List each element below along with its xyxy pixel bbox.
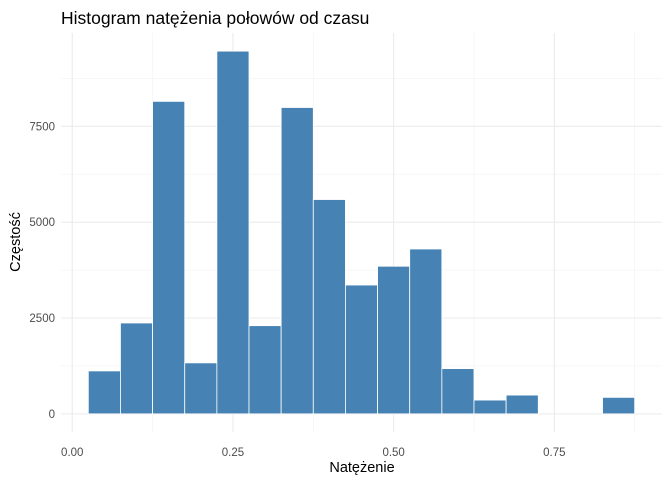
y-axis-tick-labels: 0 2500 5000 7500 bbox=[29, 121, 55, 421]
histogram-bar bbox=[87, 370, 121, 415]
x-tick-label: 0.50 bbox=[382, 447, 404, 459]
histogram-bar bbox=[216, 50, 250, 415]
x-tick-label: 0.00 bbox=[61, 447, 83, 459]
x-tick-label: 0.25 bbox=[222, 447, 244, 459]
y-tick-label: 5000 bbox=[29, 217, 55, 229]
histogram-bar bbox=[441, 368, 475, 415]
histogram-bar bbox=[473, 399, 507, 415]
x-tick-label: 0.75 bbox=[543, 447, 565, 459]
histogram-bar bbox=[248, 325, 282, 415]
histogram-bar bbox=[377, 265, 411, 415]
x-axis-title: Natężenie bbox=[329, 460, 394, 476]
histogram-bar bbox=[312, 199, 346, 415]
x-axis-tick-labels: 0.00 0.25 0.50 0.75 bbox=[61, 447, 565, 459]
histogram-bar bbox=[184, 362, 218, 415]
histogram-bar bbox=[120, 322, 153, 415]
histogram-bar bbox=[505, 394, 539, 415]
y-axis-title: Częstość bbox=[8, 212, 24, 272]
histogram-bar bbox=[345, 284, 378, 415]
histogram-bar bbox=[602, 396, 636, 415]
histogram-bars bbox=[87, 50, 636, 415]
y-tick-label: 7500 bbox=[29, 121, 55, 133]
histogram-bar bbox=[280, 107, 314, 415]
chart-title: Histogram natężenia połowów od czasu bbox=[61, 8, 369, 28]
y-tick-label: 2500 bbox=[29, 313, 55, 325]
histogram-bar bbox=[409, 248, 443, 415]
y-tick-label: 0 bbox=[49, 409, 55, 421]
histogram-bar bbox=[152, 100, 186, 415]
